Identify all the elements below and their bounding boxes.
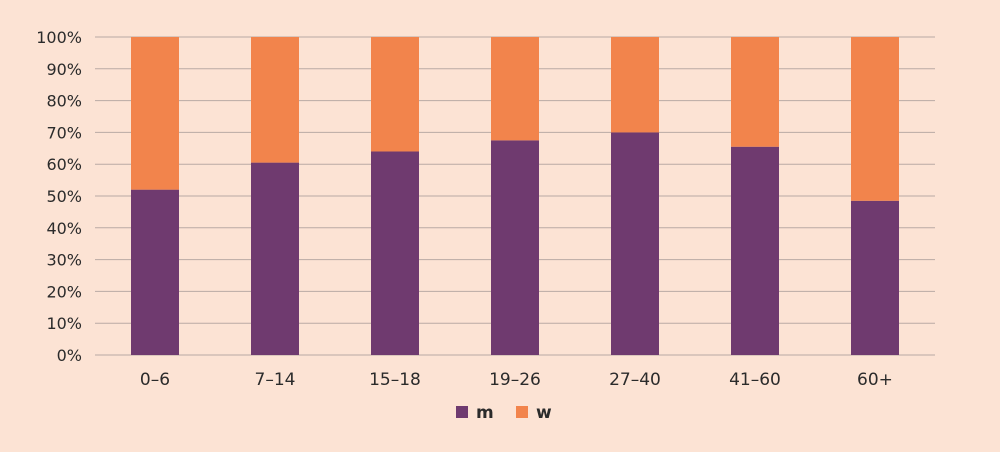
x-axis-category-labels: 0–6 7–14 15–18 19–26 27–40 41–60 60+	[140, 370, 893, 390]
y-axis-tick-labels: 0% 10% 20% 30% 40% 50% 60% 70% 80% 90% 100%	[36, 28, 82, 365]
legend-swatch-w	[516, 406, 528, 418]
bar-segment-w	[251, 37, 299, 163]
bar-segment-m	[491, 140, 539, 355]
legend-label-m: m	[476, 403, 494, 423]
y-tick-label: 10%	[46, 314, 82, 333]
y-tick-label: 0%	[57, 346, 82, 365]
y-tick-label: 70%	[46, 123, 82, 142]
bar-segment-m	[251, 162, 299, 355]
y-tick-label: 80%	[46, 92, 82, 111]
bar-segment-w	[611, 37, 659, 133]
legend-label-w: w	[536, 403, 552, 423]
bar-segment-m	[731, 146, 779, 355]
bar-segment-w	[491, 37, 539, 141]
x-category-label: 7–14	[255, 370, 296, 390]
bar-segment-m	[611, 132, 659, 355]
bar-segment-w	[851, 37, 899, 201]
y-tick-label: 50%	[46, 187, 82, 206]
bar-segment-m	[371, 151, 419, 355]
y-tick-label: 60%	[46, 155, 82, 174]
y-tick-label: 40%	[46, 219, 82, 238]
x-category-label: 19–26	[489, 370, 541, 390]
bar-segment-w	[731, 37, 779, 147]
legend-swatch-m	[456, 406, 468, 418]
x-category-label: 27–40	[609, 370, 661, 390]
bars	[131, 37, 899, 355]
bar-segment-w	[371, 37, 419, 152]
y-tick-label: 20%	[46, 282, 82, 301]
bar-segment-w	[131, 37, 179, 190]
x-category-label: 0–6	[140, 370, 170, 390]
x-category-label: 41–60	[729, 370, 781, 390]
bar-segment-m	[851, 200, 899, 355]
y-tick-label: 100%	[36, 28, 82, 47]
y-tick-label: 30%	[46, 251, 82, 270]
bar-segment-m	[131, 189, 179, 355]
x-category-label: 60+	[857, 370, 893, 390]
x-category-label: 15–18	[369, 370, 421, 390]
y-tick-label: 90%	[46, 60, 82, 79]
